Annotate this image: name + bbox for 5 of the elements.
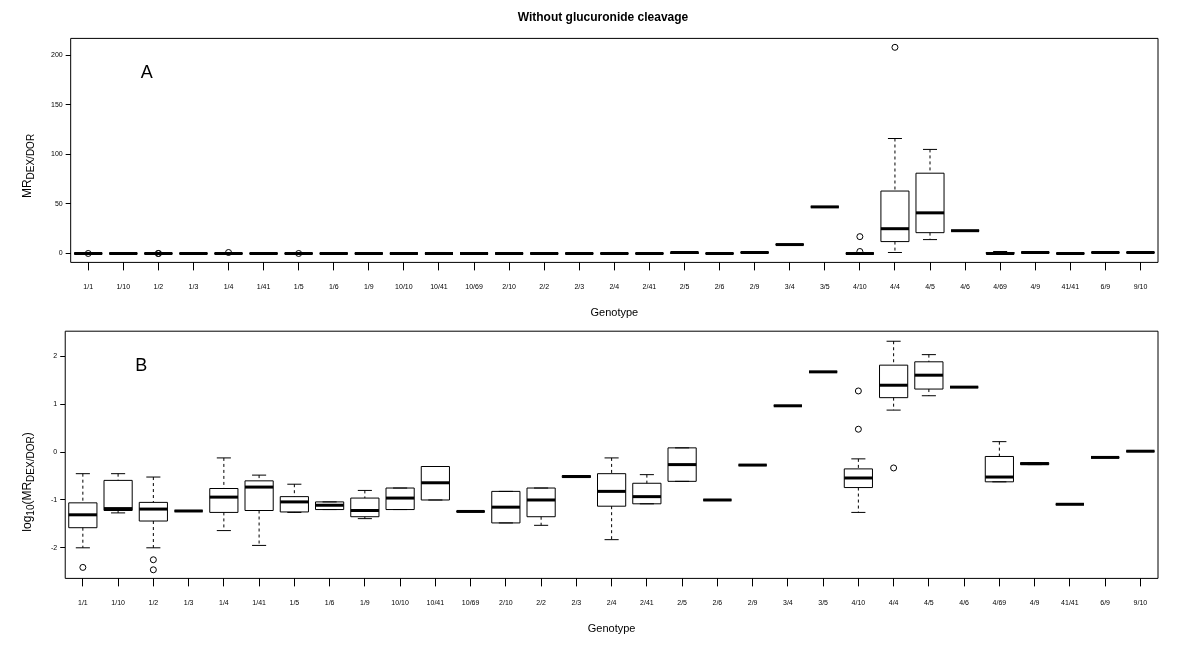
annotation: B bbox=[135, 355, 148, 376]
x-axis-title: Genotype bbox=[587, 622, 636, 635]
annotation: A bbox=[140, 62, 153, 83]
chart-title: Without glucuronide cleavage bbox=[517, 9, 689, 24]
x-axis-title: Genotype bbox=[590, 306, 639, 319]
